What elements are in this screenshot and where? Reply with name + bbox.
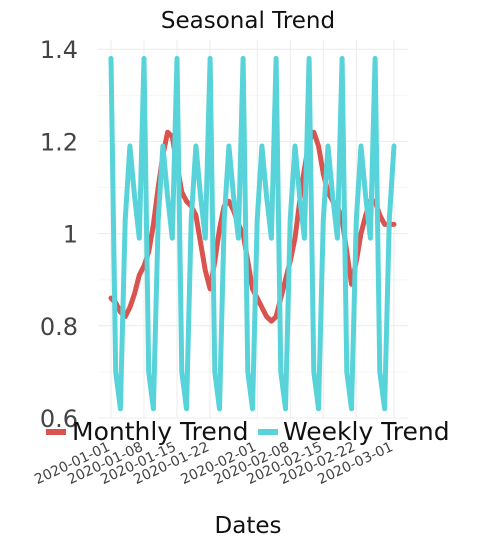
y-axis-ticks: 0.6 0.8 1 1.2 1.4 xyxy=(40,36,78,433)
legend-label: Monthly Trend xyxy=(72,417,248,446)
y-tick-label: 0.8 xyxy=(40,313,78,341)
y-tick-label: 0.6 xyxy=(40,405,78,433)
x-axis-ticks: 2020-01-012020-01-082020-01-152020-01-22… xyxy=(32,439,396,488)
series-line-monthly-trend xyxy=(108,129,397,324)
legend-label: Weekly Trend xyxy=(283,417,450,446)
series-lines xyxy=(108,55,397,412)
x-axis-label: Dates xyxy=(215,513,282,539)
y-tick-label: 1 xyxy=(63,221,78,249)
y-tick-label: 1.2 xyxy=(40,128,78,156)
legend: Monthly Trend Weekly Trend xyxy=(46,417,450,446)
y-tick-label: 1.4 xyxy=(40,36,78,64)
series-line-weekly-trend xyxy=(108,55,397,412)
chart-title: Seasonal Trend xyxy=(161,8,335,34)
